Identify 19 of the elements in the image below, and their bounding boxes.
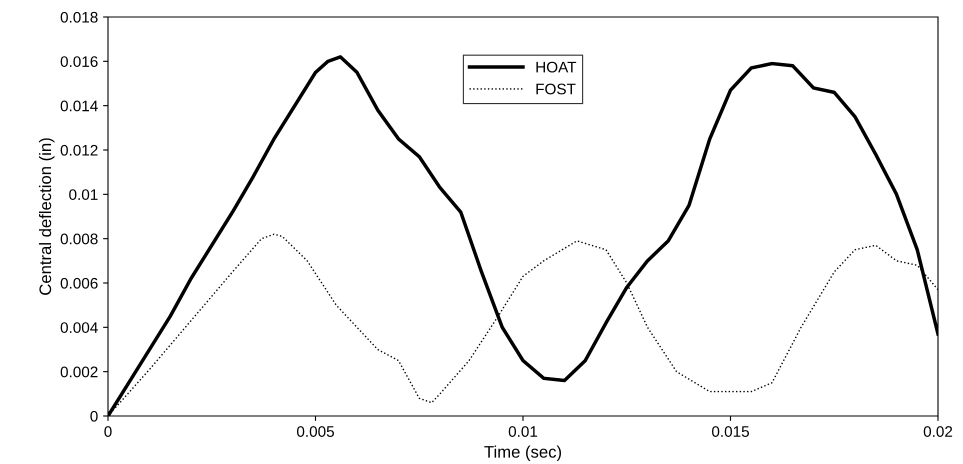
y-tick-label: 0.004 bbox=[60, 322, 98, 334]
y-tick-label: 0.012 bbox=[60, 144, 98, 156]
y-tick-label: 0 bbox=[90, 410, 98, 422]
x-tick-label: 0.02 bbox=[924, 426, 952, 437]
y-tick-label: 0.006 bbox=[60, 278, 98, 289]
y-tick-label: 0.014 bbox=[60, 100, 98, 112]
y-tick-label: 0.008 bbox=[60, 234, 98, 244]
legend-label: FOST bbox=[536, 84, 576, 94]
x-tick-label: 0.015 bbox=[712, 426, 749, 437]
x-axis-title: Time (sec) bbox=[484, 446, 562, 462]
y-tick-label: 0.016 bbox=[60, 56, 98, 68]
x-tick-label: 0.005 bbox=[296, 426, 334, 437]
y-tick-label: 0.01 bbox=[69, 189, 98, 200]
x-tick-label: 0.01 bbox=[508, 426, 538, 437]
y-tick-label: 0.002 bbox=[60, 366, 98, 378]
x-tick-label: 0 bbox=[104, 426, 112, 437]
y-tick-label: 0.018 bbox=[60, 12, 98, 23]
y-axis-title: Central deflection (in) bbox=[38, 138, 54, 295]
legend-label: HOAT bbox=[536, 62, 576, 73]
